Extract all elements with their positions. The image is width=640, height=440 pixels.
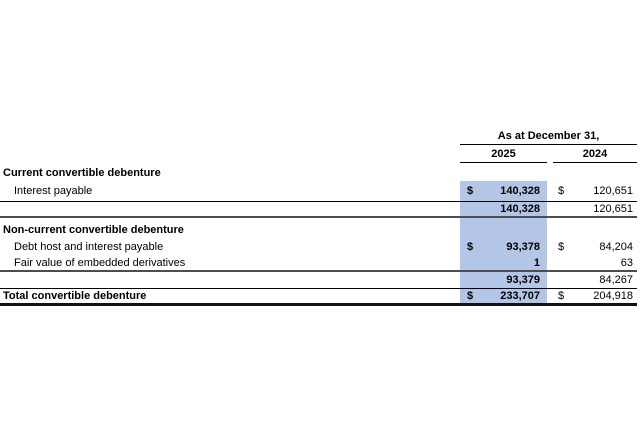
value-cell-2024: 63 bbox=[553, 255, 637, 270]
currency-symbol: $ bbox=[558, 240, 565, 253]
total-label: Total convertible debenture bbox=[3, 290, 147, 302]
amount-2024: 84,204 bbox=[599, 240, 633, 253]
value-cell-2024: $ 84,204 bbox=[553, 238, 637, 255]
row-label: Interest payable bbox=[14, 185, 93, 197]
value-cell-2025 bbox=[460, 163, 547, 181]
value-cell-2024 bbox=[553, 218, 637, 238]
value-cell-2025: $ 93,378 bbox=[460, 238, 547, 255]
currency-symbol: $ bbox=[467, 185, 474, 197]
value-cell-2024: $ 120,651 bbox=[553, 181, 637, 201]
section-title-row: Current convertible debenture bbox=[0, 163, 637, 181]
value-cell-2025: 140,328 bbox=[460, 202, 547, 216]
currency-symbol: $ bbox=[558, 290, 565, 302]
column-header-2025: 2025 bbox=[460, 145, 547, 163]
row-label: Fair value of embedded derivatives bbox=[14, 256, 186, 269]
table-row: Fair value of embedded derivatives 1 63 bbox=[0, 255, 637, 272]
amount-2025: 140,328 bbox=[500, 185, 540, 197]
value-cell-2025: $ 140,328 bbox=[460, 181, 547, 201]
amount-2024: 63 bbox=[620, 256, 633, 269]
currency-symbol: $ bbox=[558, 185, 565, 197]
currency-symbol: $ bbox=[467, 290, 474, 302]
total-2025: 233,707 bbox=[500, 290, 540, 302]
period-header: As at December 31, bbox=[460, 128, 637, 145]
total-2024: 204,918 bbox=[593, 290, 633, 302]
value-cell-2024: 84,267 bbox=[553, 272, 637, 288]
value-cell-2024: $ 204,918 bbox=[553, 289, 637, 303]
section-title: Current convertible debenture bbox=[3, 167, 161, 179]
row-label: Debt host and interest payable bbox=[14, 240, 164, 253]
subtotal-row: 140,328 120,651 bbox=[0, 202, 637, 218]
amount-2025: 1 bbox=[533, 256, 540, 269]
amount-2025: 93,378 bbox=[506, 240, 540, 253]
value-cell-2025: $ 233,707 bbox=[460, 289, 547, 303]
table-row: Interest payable $ 140,328 $ 120,651 bbox=[0, 181, 637, 202]
financial-table: As at December 31, 2025 2024 Current con… bbox=[0, 128, 637, 306]
section-title-row: Non-current convertible debenture bbox=[0, 218, 637, 238]
total-row: Total convertible debenture $ 233,707 $ … bbox=[0, 289, 637, 306]
value-cell-2025: 1 bbox=[460, 255, 547, 270]
value-cell-2024: 120,651 bbox=[553, 202, 637, 216]
table-header-years-row: 2025 2024 bbox=[0, 145, 637, 163]
column-header-2024: 2024 bbox=[553, 145, 637, 163]
currency-symbol: $ bbox=[467, 240, 474, 253]
table-header-period-row: As at December 31, bbox=[0, 128, 637, 145]
amount-2024: 120,651 bbox=[593, 185, 633, 197]
subtotal-2025: 140,328 bbox=[500, 203, 540, 215]
value-cell-2024 bbox=[553, 163, 637, 181]
subtotal-2024: 84,267 bbox=[599, 274, 633, 286]
section-title: Non-current convertible debenture bbox=[3, 224, 184, 236]
value-cell-2025 bbox=[460, 218, 547, 238]
value-cell-2025: 93,379 bbox=[460, 272, 547, 288]
subtotal-row: 93,379 84,267 bbox=[0, 272, 637, 289]
table-row: Debt host and interest payable $ 93,378 … bbox=[0, 238, 637, 255]
subtotal-2025: 93,379 bbox=[506, 274, 540, 286]
subtotal-2024: 120,651 bbox=[593, 203, 633, 215]
